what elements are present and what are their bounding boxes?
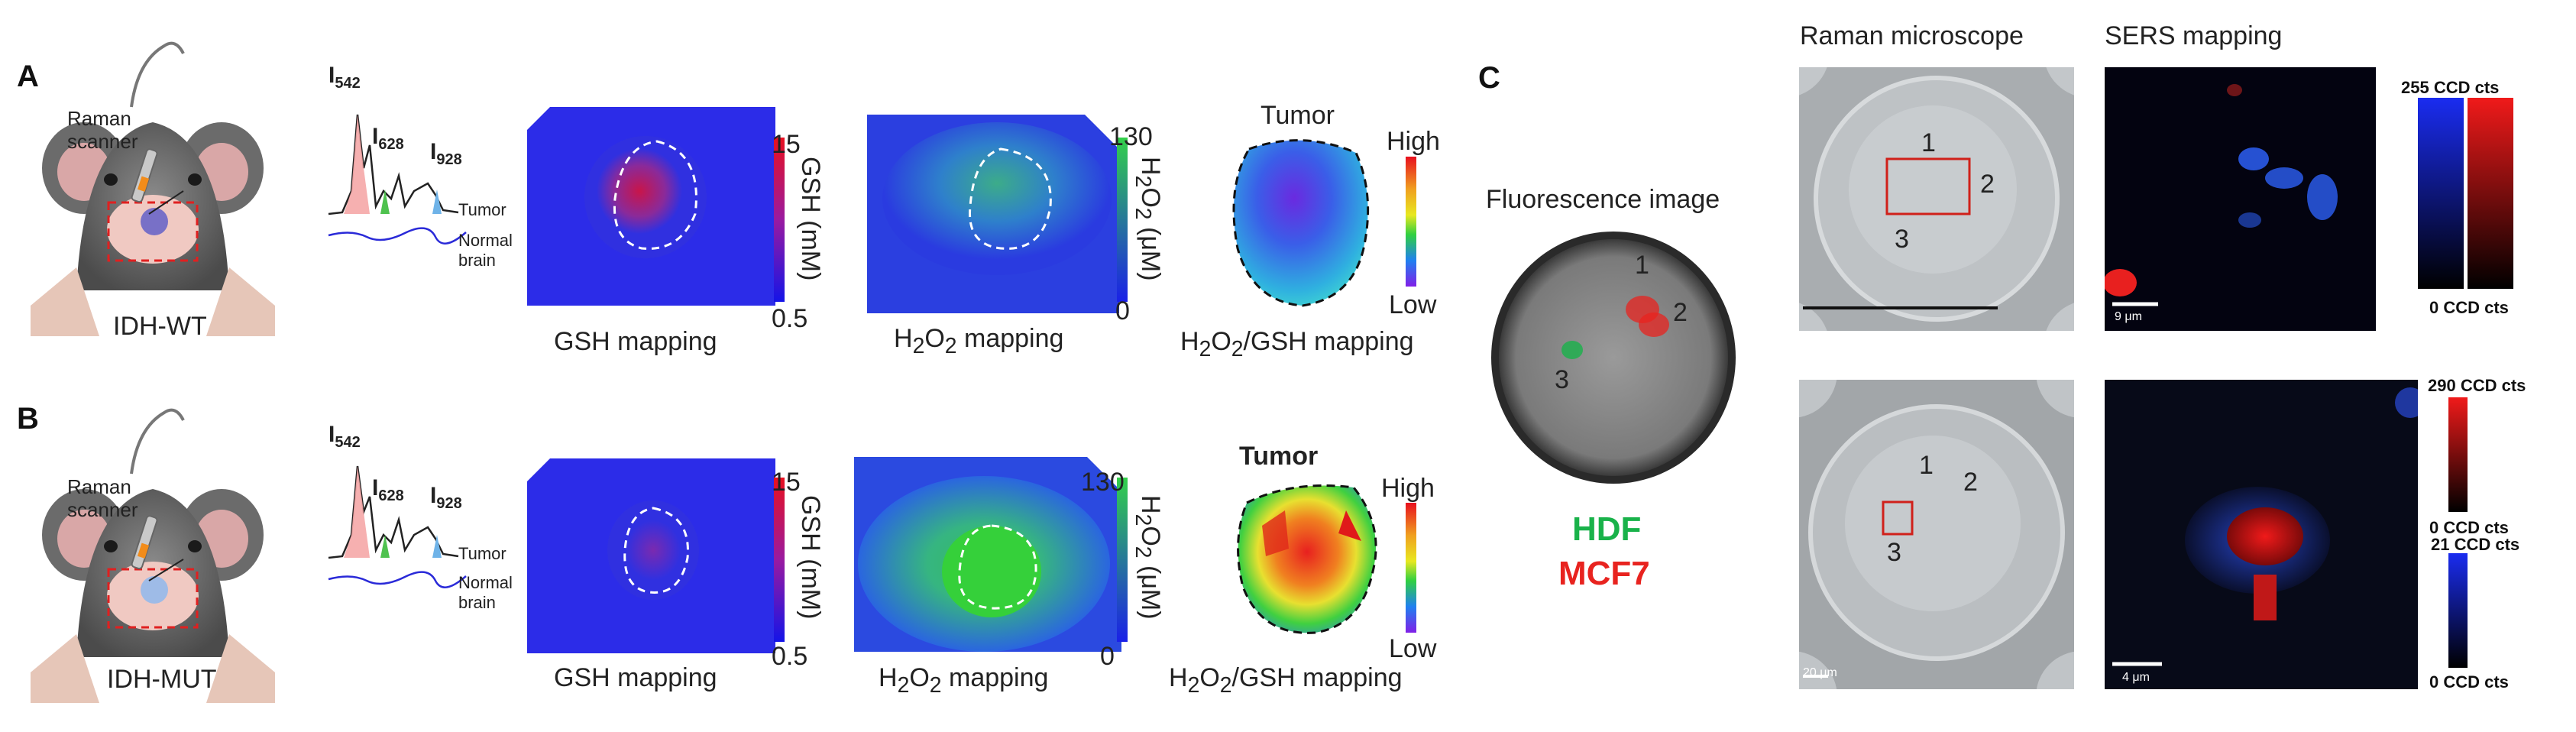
raman-image-bottom bbox=[1799, 380, 2074, 689]
raman-spectrum-a bbox=[328, 114, 467, 245]
h2o2-cb-max-a: 130 bbox=[1109, 122, 1153, 151]
bottom-red-colorbar-max: 290 CCD cts bbox=[2428, 376, 2526, 395]
h2o2-cb-title-b: H2O2 (μM) bbox=[1131, 495, 1165, 620]
bottom-colorbar-red bbox=[2448, 397, 2468, 512]
fluorescence-image bbox=[1491, 232, 1736, 484]
gsh-caption-a: GSH mapping bbox=[554, 327, 717, 356]
sers-image-top bbox=[2105, 67, 2376, 331]
sers-scale-bottom: 4 μm bbox=[2122, 671, 2150, 684]
spectrum-tumor-label-a: Tumor bbox=[458, 200, 506, 219]
raman-spectrum-b bbox=[328, 465, 467, 588]
bottom-blue-colorbar-min: 0 CCD cts bbox=[2429, 672, 2509, 692]
peak-label-928-a: I928 bbox=[430, 139, 462, 168]
raman-cell-1-top: 1 bbox=[1921, 128, 1936, 157]
spectrum-normal-label-a: Normal brain bbox=[458, 231, 513, 270]
panel-letter-c: C bbox=[1478, 61, 1500, 95]
fluorescence-cell-1: 1 bbox=[1635, 251, 1649, 280]
top-colorbar-red bbox=[2468, 98, 2513, 289]
sers-scale-top: 9 μm bbox=[2115, 310, 2142, 323]
bottom-red-colorbar-min: 0 CCD cts bbox=[2429, 518, 2509, 537]
h2o2-cb-min-b: 0 bbox=[1100, 642, 1115, 671]
raman-cell-3-top: 3 bbox=[1895, 225, 1909, 254]
peak-label-542-b: I542 bbox=[328, 422, 361, 451]
peak-label-628-b: I628 bbox=[372, 475, 404, 504]
mouse-label-a: IDH-WT bbox=[113, 312, 207, 341]
top-colorbar-min: 0 CCD cts bbox=[2429, 298, 2509, 317]
peak-label-928-b: I928 bbox=[430, 483, 462, 512]
ratio-caption-a: H2O2/GSH mapping bbox=[1180, 327, 1414, 361]
h2o2-map-b bbox=[854, 457, 1121, 652]
gsh-cb-min-a: 0.5 bbox=[772, 304, 808, 333]
sers-image-bottom bbox=[2105, 380, 2418, 689]
gsh-cb-max-b: 15 bbox=[772, 468, 801, 497]
spectrum-normal-label-b: Normal brain bbox=[458, 573, 513, 612]
h2o2-cb-min-a: 0 bbox=[1115, 296, 1130, 326]
ratio-low-a: Low bbox=[1389, 290, 1437, 319]
legend-mcf7: MCF7 bbox=[1558, 555, 1650, 592]
scanner-label-b: Raman scanner bbox=[67, 475, 138, 521]
ratio-colorbar-b bbox=[1406, 503, 1416, 633]
ratio-low-b: Low bbox=[1389, 634, 1437, 663]
h2o2-cb-title-a: H2O2 (μM) bbox=[1131, 157, 1165, 281]
raman-image-top bbox=[1799, 67, 2074, 331]
h2o2-map-a bbox=[867, 115, 1119, 313]
raman-scale-bottom: 20 μm bbox=[1803, 666, 1837, 679]
raman-cell-3-bottom: 3 bbox=[1887, 538, 1901, 567]
peak-label-542-a: I542 bbox=[328, 63, 361, 92]
ratio-colorbar-a bbox=[1406, 157, 1416, 287]
fluorescence-cell-2: 2 bbox=[1673, 298, 1688, 327]
h2o2-colorbar-a bbox=[1117, 138, 1128, 302]
top-colorbar-max: 255 CCD cts bbox=[2401, 78, 2500, 97]
gsh-map-a bbox=[527, 107, 775, 306]
h2o2-colorbar-b bbox=[1117, 478, 1128, 642]
fluorescence-cell-3: 3 bbox=[1555, 365, 1569, 394]
ratio-high-a: High bbox=[1387, 127, 1440, 156]
mouse-illustration-b bbox=[31, 408, 275, 703]
sers-mapping-title: SERS mapping bbox=[2105, 21, 2283, 50]
panel-letter-a: A bbox=[17, 60, 39, 93]
gsh-map-b bbox=[527, 458, 775, 653]
top-colorbar-blue bbox=[2418, 98, 2464, 289]
bottom-colorbar-blue bbox=[2448, 553, 2468, 668]
panel-letter-b: B bbox=[17, 402, 39, 436]
h2o2-caption-b: H2O2 mapping bbox=[879, 663, 1049, 698]
raman-cell-2-bottom: 2 bbox=[1963, 468, 1978, 497]
fluorescence-title: Fluorescence image bbox=[1486, 185, 1720, 214]
mouse-label-b: IDH-MUT bbox=[107, 665, 217, 694]
peak-label-628-a: I628 bbox=[372, 124, 404, 153]
gsh-cb-title-a: GSH (mM) bbox=[796, 157, 825, 281]
ratio-high-b: High bbox=[1381, 474, 1435, 503]
ratio-map-b bbox=[1237, 484, 1377, 634]
ratio-map-a bbox=[1232, 139, 1370, 307]
bottom-blue-colorbar-max: 21 CCD cts bbox=[2431, 535, 2520, 554]
gsh-cb-title-b: GSH (mM) bbox=[796, 495, 825, 620]
legend-hdf: HDF bbox=[1572, 510, 1642, 548]
gsh-colorbar-b bbox=[774, 478, 785, 642]
ratio-tumor-label-a: Tumor bbox=[1260, 101, 1335, 130]
mouse-illustration-a bbox=[31, 41, 275, 336]
raman-cell-2-top: 2 bbox=[1980, 170, 1995, 199]
raman-cell-1-bottom: 1 bbox=[1919, 451, 1934, 480]
ratio-tumor-label-b: Tumor bbox=[1239, 442, 1319, 471]
gsh-cb-max-a: 15 bbox=[772, 130, 801, 159]
ratio-caption-b: H2O2/GSH mapping bbox=[1169, 663, 1403, 698]
h2o2-caption-a: H2O2 mapping bbox=[894, 324, 1064, 358]
scanner-label-a: Raman scanner bbox=[67, 107, 138, 153]
gsh-caption-b: GSH mapping bbox=[554, 663, 717, 692]
spectrum-tumor-label-b: Tumor bbox=[458, 544, 506, 563]
gsh-cb-min-b: 0.5 bbox=[772, 642, 808, 671]
raman-microscope-title: Raman microscope bbox=[1800, 21, 2024, 50]
gsh-colorbar-a bbox=[774, 138, 785, 302]
h2o2-cb-max-b: 130 bbox=[1081, 468, 1125, 497]
